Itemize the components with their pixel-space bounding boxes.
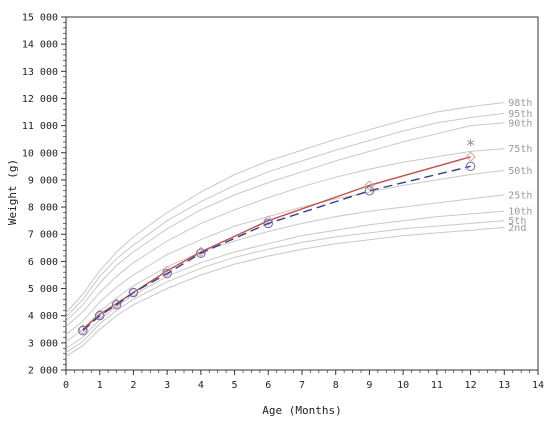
x-tick-label: 9 <box>366 380 372 391</box>
series-2-point <box>162 268 172 279</box>
y-tick-label: 7 000 <box>28 230 58 241</box>
series-2-point <box>128 287 139 298</box>
percentile-label-5th: 5th <box>508 216 526 227</box>
series-2-line <box>82 165 471 332</box>
series-1-point <box>263 215 274 226</box>
percentile-curve-90th <box>65 122 505 322</box>
x-tick-label: 8 <box>333 380 339 391</box>
x-tick-label: 13 <box>498 380 510 391</box>
y-tick-label: 4 000 <box>28 311 58 322</box>
y-tick-label: 9 000 <box>28 175 58 186</box>
series-layer <box>77 151 476 336</box>
series-2-point <box>196 248 206 258</box>
percentile-curves-layer <box>65 102 505 357</box>
x-tick-label: 0 <box>63 380 69 391</box>
series-1-point <box>465 151 476 163</box>
y-tick-label: 15 000 <box>22 13 58 24</box>
y-tick-label: 12 000 <box>22 94 58 105</box>
percentile-curve-5th <box>65 220 505 353</box>
y-tick-label: 11 000 <box>22 121 58 132</box>
x-tick-label: 5 <box>232 380 238 391</box>
x-tick-label: 12 <box>465 380 477 391</box>
series-1-line <box>82 156 471 330</box>
y-tick-label: 3 000 <box>28 338 58 349</box>
y-tick-label: 10 000 <box>22 148 58 159</box>
series-1-point <box>161 265 173 277</box>
series-1-point <box>364 180 375 191</box>
percentile-label-98th: 98th <box>508 98 532 109</box>
annotation-star: * <box>467 136 475 155</box>
y-axis-title: Weight (g) <box>6 159 19 225</box>
percentile-curve-75th <box>65 148 505 327</box>
y-tick-label: 14 000 <box>22 40 58 51</box>
x-tick-label: 6 <box>265 380 271 391</box>
percentile-curve-50th <box>65 169 505 336</box>
x-tick-label: 11 <box>431 380 443 391</box>
percentile-label-50th: 50th <box>508 166 532 177</box>
percentile-label-2nd: 2nd <box>508 223 526 234</box>
x-tick-label: 4 <box>198 380 204 391</box>
series-2-point <box>111 300 122 310</box>
x-tick-label: 10 <box>397 380 409 391</box>
y-tick-label: 6 000 <box>28 257 58 268</box>
percentile-curve-10th <box>65 210 505 349</box>
percentile-curve-25th <box>65 194 505 342</box>
percentile-curve-98th <box>65 102 505 314</box>
y-tick-label: 13 000 <box>22 67 58 78</box>
percentile-label-25th: 25th <box>508 190 532 201</box>
percentile-label-75th: 75th <box>508 144 532 155</box>
series-2-point <box>364 186 375 196</box>
series-2-point <box>263 218 273 229</box>
y-tick-label: 5 000 <box>28 284 58 295</box>
series-2-point <box>465 161 476 172</box>
series-2-point <box>78 325 88 336</box>
percentile-label-10th: 10th <box>508 207 532 218</box>
plot-frame <box>65 16 539 371</box>
percentile-label-95th: 95th <box>508 109 532 120</box>
x-tick-label: 2 <box>130 380 136 391</box>
y-tick-label: 8 000 <box>28 203 58 214</box>
percentile-curve-2nd <box>65 226 505 357</box>
x-tick-label: 7 <box>299 380 305 391</box>
percentile-curve-95th <box>65 112 505 318</box>
percentile-label-90th: 90th <box>508 118 532 129</box>
x-axis-title: Age (Months) <box>262 404 341 417</box>
x-tick-label: 1 <box>97 380 103 391</box>
y-tick-label: 2 000 <box>28 366 58 377</box>
series-2-point <box>95 310 105 321</box>
x-tick-label: 14 <box>532 380 544 391</box>
x-tick-label: 3 <box>164 380 170 391</box>
